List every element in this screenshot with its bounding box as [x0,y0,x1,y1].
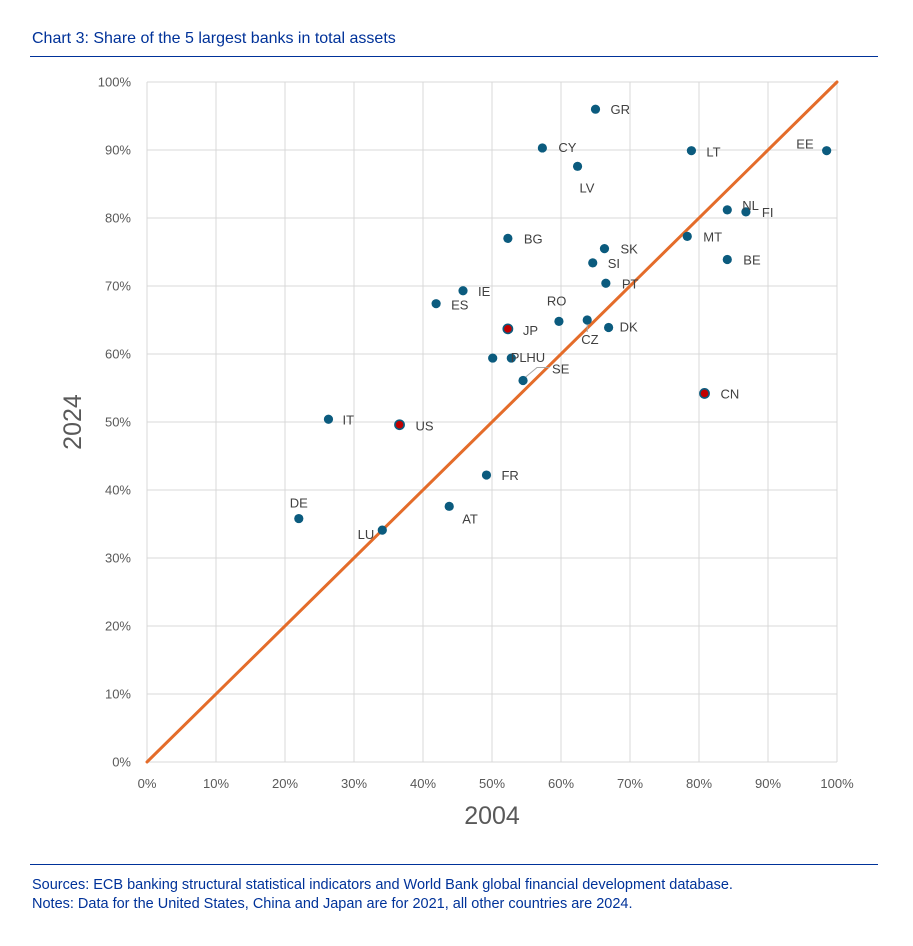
point-label-jp: JP [523,323,538,338]
sources-text: Sources: ECB banking structural statisti… [32,877,733,893]
axis-ticks: 0% 10% 20% 30% 40% 50% 60% 70% 80% 90% 100% 0% 10% 20… [98,75,854,792]
x-tick-label: 30% [341,776,367,791]
y-tick-label: 30% [105,551,131,566]
point-label-lv: LV [580,180,595,195]
point-label-ee: EE [796,137,814,152]
point-label-us: US [416,419,434,434]
data-point-it [323,414,334,424]
data-point-dk [604,322,614,333]
data-point-lt [686,146,697,156]
diagonal-line-group [145,80,839,764]
y-axis-title: 2024 [59,394,87,450]
y-tick-label: 80% [105,211,131,226]
point-label-at: AT [462,511,478,526]
data-point-lu [377,525,387,535]
data-point-cz [582,315,592,325]
x-axis-title: 2004 [464,802,520,830]
data-point-pl [488,353,498,363]
leader-line-se [524,367,550,378]
x-tick-label: 90% [755,776,781,791]
data-point-cy [537,143,547,153]
point-label-ie: IE [478,284,491,299]
x-tick-label: 80% [686,776,712,791]
data-point-se [518,375,528,386]
point-label-es: ES [451,298,469,313]
title-divider [30,56,878,57]
point-label-gr: GR [611,102,631,117]
point-label-fi: FI [762,205,774,220]
data-point-si [588,258,598,268]
x-tick-label: 50% [479,776,505,791]
point-label-mt: MT [703,229,722,244]
point-label-de: DE [290,496,308,511]
point-label-it: IT [342,412,354,427]
point-label-si: SI [608,256,620,271]
data-point-be [722,254,732,265]
x-tick-label: 20% [272,776,298,791]
y-tick-label: 0% [112,755,131,770]
point-label-cz: CZ [581,332,598,347]
data-point-es [431,299,441,309]
point-label-cn: CN [721,386,740,401]
y-tick-label: 70% [105,279,131,294]
x-tick-label: 60% [548,776,574,791]
data-point-sk [599,244,610,254]
data-point-lv [572,161,583,171]
x-tick-label: 40% [410,776,436,791]
point-label-cy: CY [558,140,576,155]
data-point-de [294,513,304,524]
y-tick-label: 50% [105,415,131,430]
y-tick-label: 10% [105,687,131,702]
data-point-mt [682,231,692,241]
point-label-lu: LU [358,527,375,542]
grid-lines [146,81,838,763]
point-label-be: BE [743,252,761,267]
data-point-pt [601,278,611,288]
data-point-ee [822,146,832,156]
data-point-cn [699,388,710,399]
data-point-ie [458,286,468,296]
point-label-hu: HU [526,350,545,365]
point-label-lt: LT [706,145,720,160]
point-label-ro: RO [547,293,567,308]
point-label-se: SE [552,362,570,377]
data-point-us [394,419,405,431]
data-point-hu [506,353,516,363]
notes-text: Notes: Data for the United States, China… [32,896,633,912]
point-label-nl: NL [742,198,759,213]
data-point-nl [722,205,732,215]
point-label-sk: SK [620,242,638,257]
data-point-bg [503,233,513,243]
y-tick-label: 40% [105,483,131,498]
chart-notes: Sources: ECB banking structural statisti… [32,876,733,914]
point-label-fr: FR [501,468,518,483]
y-tick-label: 60% [105,347,131,362]
y-tick-label: 90% [105,143,131,158]
x-tick-label: 70% [617,776,643,791]
data-points [294,104,832,535]
data-point-gr [590,104,601,114]
notes-divider [30,864,878,865]
data-point-ro [554,316,564,326]
x-tick-label: 100% [820,776,854,791]
point-label-pt: PT [622,276,639,291]
data-point-jp [502,323,514,335]
data-point-fi [741,207,751,217]
y-tick-label: 100% [98,75,132,90]
data-point-at [444,501,454,511]
diagonal-reference-line [145,80,839,764]
x-tick-label: 10% [203,776,229,791]
data-point-fr [481,470,492,480]
point-label-pl: PL [511,350,527,365]
point-label-dk: DK [620,319,638,334]
y-tick-label: 20% [105,619,131,634]
point-label-bg: BG [524,231,543,246]
x-tick-label: 0% [138,776,157,791]
chart-title: Chart 3: Share of the 5 largest banks in… [32,30,396,47]
